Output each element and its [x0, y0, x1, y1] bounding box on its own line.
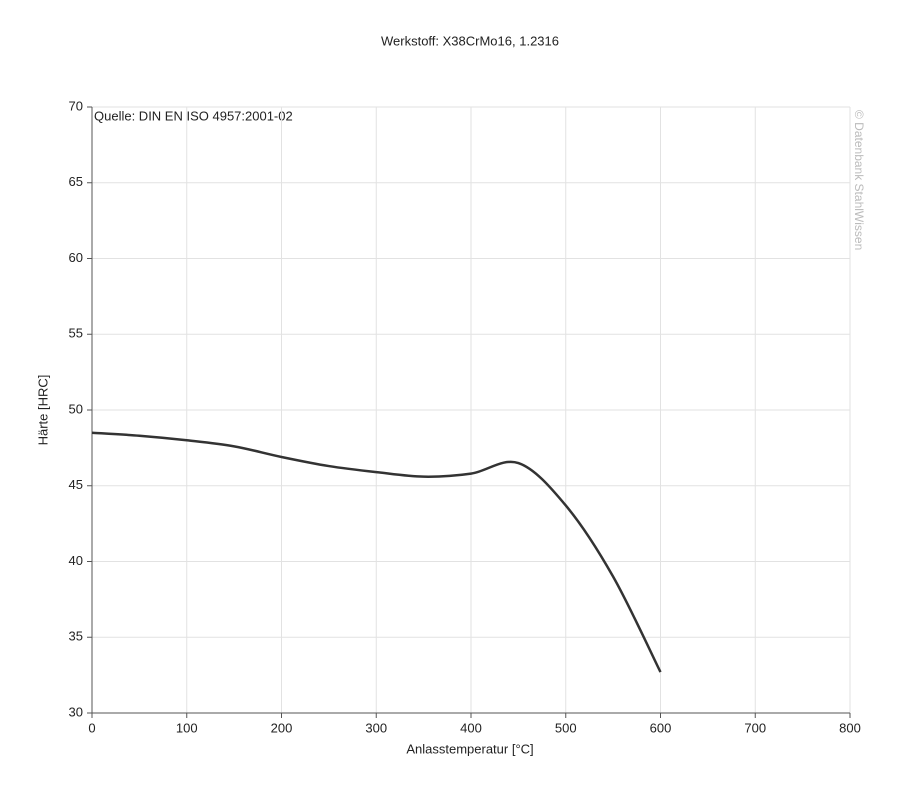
y-tick-label: 70 — [69, 98, 83, 113]
x-tick-label: 600 — [650, 720, 672, 735]
y-tick-label: 50 — [69, 401, 83, 416]
watermark: © Datenbank StahlWissen — [852, 110, 866, 250]
x-tick-label: 400 — [460, 720, 482, 735]
y-tick-label: 65 — [69, 174, 83, 189]
y-axis-label: Härte [HRC] — [35, 375, 50, 446]
chart-title: Werkstoff: X38CrMo16, 1.2316 — [381, 33, 559, 48]
x-tick-label: 0 — [88, 720, 95, 735]
y-tick-label: 60 — [69, 250, 83, 265]
y-tick-label: 55 — [69, 326, 83, 341]
data-line — [91, 431, 662, 673]
x-axis-label: Anlasstemperatur [°C] — [406, 741, 533, 756]
x-tick-label: 200 — [271, 720, 293, 735]
y-tick-label: 40 — [69, 553, 83, 568]
y-tick-label: 45 — [69, 477, 83, 492]
x-tick-label: 500 — [555, 720, 577, 735]
annotation: Quelle: DIN EN ISO 4957:2001-02 — [94, 108, 293, 123]
y-tick-label: 30 — [69, 704, 83, 719]
x-tick-label: 300 — [365, 720, 387, 735]
x-tick-label: 700 — [744, 720, 766, 735]
x-tick-label: 100 — [176, 720, 198, 735]
y-tick-label: 35 — [69, 629, 83, 644]
x-tick-label: 800 — [839, 720, 861, 735]
